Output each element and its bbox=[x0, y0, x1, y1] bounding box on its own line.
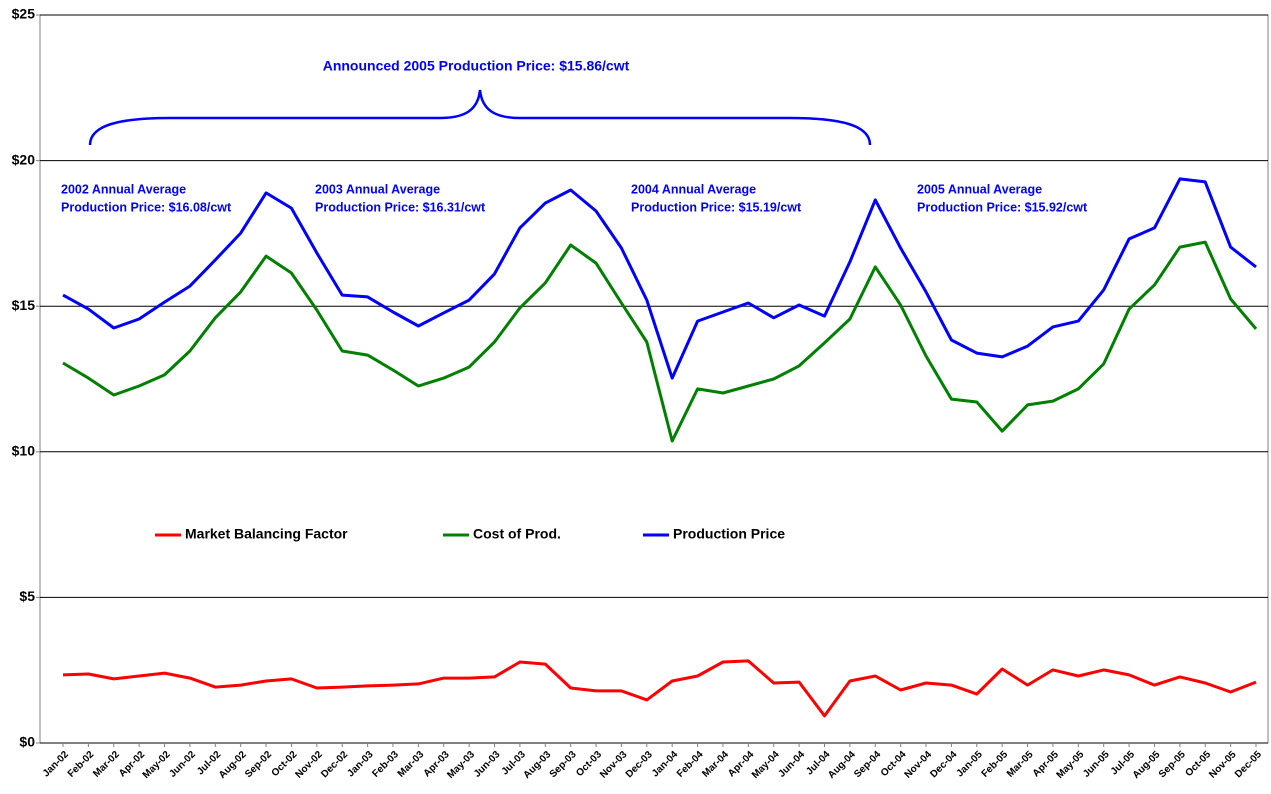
x-tick-label: Nov-04 bbox=[903, 749, 935, 781]
x-tick-label: Jan-04 bbox=[650, 749, 680, 779]
x-tick-label: Jan-02 bbox=[41, 749, 71, 779]
legend-label: Cost of Prod. bbox=[473, 526, 561, 542]
x-tick-label: Sep-02 bbox=[243, 749, 274, 780]
x-tick-label: Dec-02 bbox=[319, 749, 350, 780]
x-tick-label: May-02 bbox=[141, 749, 173, 781]
x-tick-label: May-05 bbox=[1055, 749, 1087, 781]
y-tick-label: $5 bbox=[19, 588, 35, 604]
annotation: 2003 Annual Average bbox=[315, 182, 440, 196]
x-tick-label: Sep-04 bbox=[852, 749, 883, 780]
x-tick-label: Feb-04 bbox=[675, 749, 706, 780]
x-tick-label: Feb-05 bbox=[980, 749, 1011, 780]
plot-area bbox=[39, 14, 1269, 744]
y-tick-label: $20 bbox=[12, 151, 36, 167]
x-tick-label: Jun-02 bbox=[167, 749, 198, 780]
x-tick-label: Nov-05 bbox=[1207, 749, 1239, 781]
x-tick-label: Feb-02 bbox=[66, 749, 97, 780]
annotation: Announced 2005 Production Price: $15.86/… bbox=[323, 58, 630, 74]
x-tick-label: Jun-05 bbox=[1081, 749, 1112, 780]
x-tick-label: Dec-04 bbox=[928, 749, 959, 780]
x-tick-label: Aug-05 bbox=[1131, 749, 1163, 781]
brace bbox=[88, 89, 872, 146]
x-tick-label: Mar-05 bbox=[1005, 749, 1036, 780]
y-tick-label: $0 bbox=[19, 734, 35, 750]
annotation: 2005 Annual Average bbox=[917, 182, 1042, 196]
x-tick-label: Aug-03 bbox=[522, 749, 554, 781]
series-line bbox=[62, 177, 1257, 380]
x-tick-label: Jan-03 bbox=[345, 749, 375, 779]
x-tick-label: Sep-03 bbox=[548, 749, 579, 780]
series-line bbox=[62, 659, 1257, 718]
x-tick-label: May-04 bbox=[750, 749, 782, 781]
annotation: 2002 Annual Average bbox=[61, 182, 186, 196]
y-tick-label: $15 bbox=[12, 297, 36, 313]
x-tick-label: Mar-02 bbox=[91, 749, 122, 780]
x-tick-label: Dec-03 bbox=[624, 749, 655, 780]
legend-label: Market Balancing Factor bbox=[185, 526, 348, 542]
x-tick-label: Mar-04 bbox=[700, 749, 731, 780]
legend-label: Production Price bbox=[673, 526, 785, 542]
x-tick-label: May-03 bbox=[445, 749, 477, 781]
x-tick-label: Jun-03 bbox=[472, 749, 503, 780]
x-tick-label: Aug-04 bbox=[826, 749, 858, 781]
annotation: Production Price: $15.92/cwt bbox=[917, 200, 1088, 214]
x-tick-label: Dec-05 bbox=[1233, 749, 1264, 780]
y-tick-label: $10 bbox=[12, 443, 36, 459]
x-tick-label: Nov-02 bbox=[293, 749, 325, 781]
x-tick-label: Feb-03 bbox=[370, 749, 401, 780]
x-tick-label: Aug-02 bbox=[217, 749, 249, 781]
annotation: Production Price: $16.31/cwt bbox=[315, 200, 486, 214]
y-tick-label: $25 bbox=[12, 6, 36, 22]
annotation: 2004 Annual Average bbox=[631, 182, 756, 196]
annotation: Production Price: $15.19/cwt bbox=[631, 200, 802, 214]
x-tick-label: Jan-05 bbox=[955, 749, 985, 779]
x-tick-label: Nov-03 bbox=[598, 749, 630, 781]
x-tick-label: Jun-04 bbox=[777, 749, 808, 780]
x-tick-label: Sep-05 bbox=[1157, 749, 1188, 780]
annotation: Production Price: $16.08/cwt bbox=[61, 200, 232, 214]
x-tick-label: Mar-03 bbox=[396, 749, 427, 780]
series-line bbox=[62, 240, 1258, 443]
